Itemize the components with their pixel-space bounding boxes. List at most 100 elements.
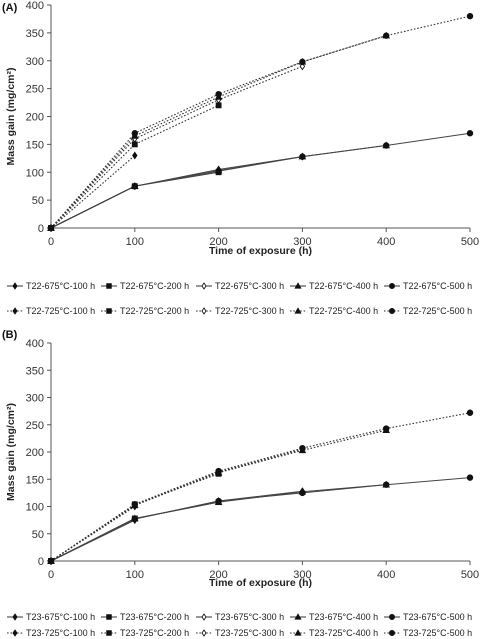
x-tick-label: 300 xyxy=(293,569,311,581)
data-point-series-8 xyxy=(299,62,306,71)
series-line-3 xyxy=(50,156,303,229)
data-point-series-5 xyxy=(466,474,474,481)
legend-marker xyxy=(388,282,396,290)
data-point-series-10 xyxy=(215,467,222,475)
legend-label: T23-725°C-400 h xyxy=(309,628,378,638)
y-tick-label: 100 xyxy=(26,502,44,514)
x-tick-label: 200 xyxy=(209,236,227,248)
legend-marker xyxy=(294,282,302,289)
legend-marker xyxy=(294,613,302,620)
y-tick-label: 400 xyxy=(26,0,44,12)
legend-label: T22-675°C-400 h xyxy=(309,281,378,291)
y-axis-title: Mass gain (mg/cm²) xyxy=(5,403,17,501)
panel-label: (A) xyxy=(2,2,18,14)
legend-marker xyxy=(12,613,18,621)
data-point-series-10 xyxy=(299,58,306,66)
y-tick-label: 150 xyxy=(26,474,44,486)
data-point-series-5 xyxy=(215,167,222,175)
legend-label: T23-725°C-300 h xyxy=(215,628,284,638)
data-point-series-5 xyxy=(299,153,306,160)
series-line-5 xyxy=(50,132,471,229)
data-point-series-5 xyxy=(131,515,139,523)
legend-marker xyxy=(201,613,207,621)
series-line-4 xyxy=(50,484,387,562)
legend-label: T22-725°C-300 h xyxy=(215,306,284,316)
legend-panel-1: T22-675°C-100 h T22-675°C-200 h T22-675°C-… xyxy=(7,281,472,316)
data-point-series-10 xyxy=(47,557,55,565)
legend-marker xyxy=(388,629,396,637)
series-line-10 xyxy=(50,15,471,229)
legend-marker xyxy=(106,283,112,289)
series-line-2 xyxy=(50,501,219,562)
data-point-series-5 xyxy=(382,142,390,149)
y-tick-label: 350 xyxy=(26,28,44,40)
y-tick-label: 300 xyxy=(26,56,44,68)
legend-label: T22-725°C-200 h xyxy=(120,306,189,316)
x-axis-title: Time of exposure (h) xyxy=(209,577,312,589)
legend-label: T22-675°C-500 h xyxy=(403,281,472,291)
legend-label: T23-725°C-500 h xyxy=(403,628,472,638)
y-tick-label: 250 xyxy=(26,420,44,432)
series-line-9 xyxy=(50,35,387,229)
x-tick-label: 0 xyxy=(48,236,54,248)
data-point-series-5 xyxy=(131,182,139,190)
legend-label: T22-675°C-100 h xyxy=(26,281,95,291)
legend-marker xyxy=(388,613,396,621)
series-line-6 xyxy=(50,155,136,229)
series-line-8 xyxy=(50,448,303,562)
legend-marker xyxy=(201,629,207,637)
x-tick-label: 400 xyxy=(377,236,395,248)
data-point-series-10 xyxy=(47,224,55,232)
legend-label: T22-675°C-200 h xyxy=(120,281,189,291)
y-tick-label: 50 xyxy=(32,529,44,541)
data-point-series-5 xyxy=(299,489,306,497)
series-line-9 xyxy=(50,429,387,562)
legend-label: T23-675°C-500 h xyxy=(403,612,472,622)
y-tick-label: 300 xyxy=(26,393,44,405)
data-point-series-10 xyxy=(131,501,139,508)
legend-marker xyxy=(294,629,302,636)
y-tick-label: 150 xyxy=(26,139,44,151)
y-tick-label: 400 xyxy=(26,338,44,350)
series-line-3 xyxy=(50,490,303,562)
legend-label: T22-725°C-100 h xyxy=(26,306,95,316)
data-point-series-6 xyxy=(132,151,138,160)
data-point-series-5 xyxy=(466,130,474,137)
y-tick-label: 250 xyxy=(26,84,44,96)
legend-marker xyxy=(388,307,396,315)
data-point-series-10 xyxy=(131,130,139,137)
legend-marker xyxy=(294,307,302,314)
legend-marker xyxy=(12,307,18,315)
data-point-series-10 xyxy=(299,444,306,452)
legend-label: T23-675°C-100 h xyxy=(26,612,95,622)
x-tick-label: 300 xyxy=(293,236,311,248)
legend-marker xyxy=(106,630,112,636)
x-tick-label: 400 xyxy=(377,569,395,581)
x-tick-label: 100 xyxy=(126,236,144,248)
data-point-series-5 xyxy=(382,481,390,488)
data-point-series-10 xyxy=(382,32,390,39)
chart-panel-1: (A) 0 50 100 150 200 250 300 350 400 0 100 200 300 400… xyxy=(2,0,479,316)
legend-label: T22-675°C-300 h xyxy=(215,281,284,291)
y-axis-title: Mass gain (mg/cm²) xyxy=(5,67,17,165)
series-line-4 xyxy=(50,144,387,229)
y-tick-label: 50 xyxy=(32,195,44,207)
series-line-5 xyxy=(50,477,471,562)
legend-label: T23-675°C-200 h xyxy=(120,612,189,622)
legend-marker xyxy=(106,614,112,620)
x-axis-title: Time of exposure (h) xyxy=(209,245,312,257)
data-point-series-10 xyxy=(466,409,474,416)
legend-marker xyxy=(201,282,207,290)
data-point-series-10 xyxy=(466,12,474,20)
legend-marker xyxy=(106,308,112,314)
legend-label: T22-725°C-400 h xyxy=(309,306,378,316)
y-tick-label: 0 xyxy=(38,556,44,568)
legend-label: T23-725°C-100 h xyxy=(26,628,95,638)
legend-label: T23-675°C-300 h xyxy=(215,612,284,622)
x-tick-label: 500 xyxy=(461,569,479,581)
legend-label: T23-675°C-400 h xyxy=(309,612,378,622)
x-tick-label: 200 xyxy=(209,569,227,581)
data-point-series-10 xyxy=(215,90,222,98)
y-tick-label: 200 xyxy=(26,112,44,124)
